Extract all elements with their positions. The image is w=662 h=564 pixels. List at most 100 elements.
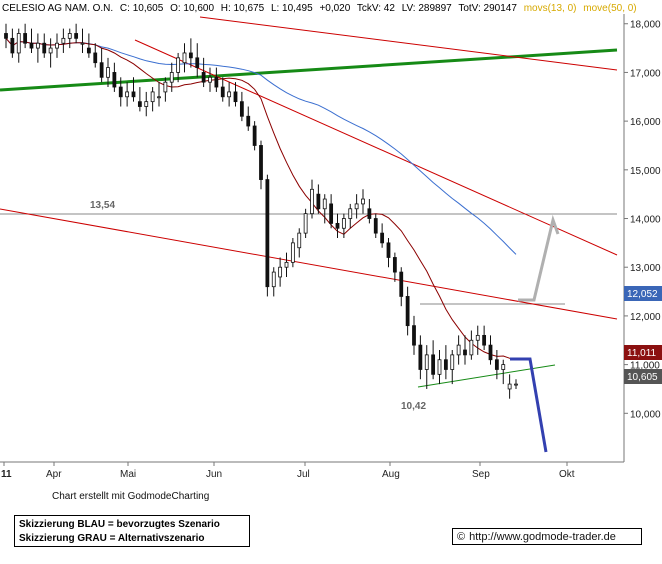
candle-body — [463, 349, 467, 356]
blue-preferred-scenario — [510, 357, 548, 453]
candle-body — [316, 193, 321, 210]
candle-body — [144, 101, 149, 107]
candle-body — [99, 62, 104, 78]
candle-body — [271, 271, 276, 288]
candle-body — [239, 101, 244, 117]
candle-body — [195, 57, 200, 68]
y-axis: 18,000 17,000 16,000 15,000 14,000 13,000 12,0… — [624, 20, 661, 420]
candle-body — [169, 72, 174, 83]
totv-value: TotV: 290147 — [458, 3, 517, 14]
candle-body — [367, 208, 372, 219]
candle-body — [112, 72, 117, 88]
x-tick-label: Jun — [206, 469, 222, 480]
candle-body — [335, 222, 340, 229]
y-tick-label: 15,000 — [630, 166, 661, 177]
candle-body — [443, 359, 448, 370]
candle-body — [55, 42, 59, 49]
candle-body — [201, 72, 206, 83]
candle-body — [259, 145, 263, 180]
candle-body — [348, 208, 353, 219]
candle-body — [450, 354, 455, 370]
level-high-label: 13,54 — [90, 200, 115, 211]
candle-body — [35, 42, 40, 49]
candle-body — [386, 242, 391, 258]
candle-body — [61, 37, 66, 44]
candle-body — [329, 203, 334, 224]
candle-body — [16, 33, 21, 54]
candlesticks — [4, 23, 518, 399]
candle-body — [482, 334, 487, 346]
legend-gray-text: Skizzierung GRAU = Alternativszenario — [19, 533, 205, 544]
candle-body — [4, 33, 8, 39]
candle-body — [424, 354, 429, 370]
candle-body — [297, 232, 302, 249]
candle-body — [501, 364, 506, 370]
candle-body — [137, 101, 142, 107]
candle-body — [303, 213, 308, 234]
x-tick-label: 11 — [1, 469, 12, 480]
candle-body — [233, 91, 238, 103]
candle-body — [246, 115, 251, 127]
candle-body — [80, 42, 85, 45]
candle-body — [392, 257, 397, 273]
red-downtrend-line-steep — [134, 39, 618, 256]
candle-body — [163, 81, 168, 93]
candle-body — [10, 37, 15, 54]
y-tick-label: 10,000 — [630, 409, 661, 420]
candle-body — [188, 52, 193, 59]
copyright-icon: © — [457, 530, 466, 543]
tckv-value: TckV: 42 — [357, 3, 395, 14]
candle-body — [507, 383, 512, 390]
ma-long-badge-value: 12,052 — [627, 289, 658, 300]
candle-body — [67, 33, 72, 39]
candle-body — [93, 52, 98, 64]
symbol-name: CELESIO AG NAM. O.N. — [2, 3, 113, 14]
candle-body — [265, 179, 270, 288]
ma-short-label: movs(13, 0) — [524, 3, 577, 14]
last-price-badge-value: 10,605 — [627, 372, 658, 383]
candle-body — [373, 218, 378, 234]
x-axis: 11 Apr Mai Jun Jul Aug Sep Okt — [1, 462, 575, 480]
scenario-legend: Skizzierung BLAU = bevorzugtes Szenario … — [14, 515, 250, 547]
candle-body — [214, 76, 219, 88]
level-low-label: 10,42 — [401, 401, 426, 412]
candle-body — [157, 96, 161, 99]
candle-body — [29, 42, 34, 49]
candle-body — [284, 261, 289, 268]
candle-body — [469, 339, 474, 356]
candle-body — [182, 52, 187, 64]
red-downtrend-line-lower — [0, 208, 618, 320]
ma-short-badge — [624, 345, 662, 360]
green-uptrend-line — [0, 48, 618, 92]
candle-body — [290, 242, 295, 263]
close-value: C: 10,605 — [120, 3, 164, 14]
y-tick-label: 11,000 — [630, 361, 660, 372]
candle-body — [125, 91, 130, 98]
candle-body — [74, 33, 79, 39]
candle-body — [494, 359, 499, 370]
candle-body — [86, 47, 91, 54]
website-link[interactable]: © http://www.godmode-trader.de — [452, 528, 642, 545]
candle-body — [48, 47, 53, 54]
x-tick-label: Sep — [472, 469, 490, 480]
candle-body — [418, 344, 423, 370]
candle-body — [456, 344, 461, 356]
legend-blue-text: Skizzierung BLAU = bevorzugtes Szenario — [19, 519, 220, 530]
x-tick-label: Aug — [382, 469, 400, 480]
candle-body — [475, 334, 480, 341]
candle-body — [42, 42, 47, 54]
chart-header: CELESIO AG NAM. O.N. C: 10,605 O: 10,600… — [2, 3, 637, 14]
red-downtrend-line-upper — [199, 16, 618, 71]
candle-body — [252, 125, 257, 146]
candle-body — [176, 57, 181, 73]
y-tick-label: 16,000 — [630, 117, 661, 128]
candle-body — [150, 91, 155, 103]
ma-long-badge — [624, 286, 662, 301]
candle-body — [399, 271, 404, 297]
candle-body — [106, 67, 110, 78]
candle-body — [322, 198, 327, 210]
candle-body — [405, 296, 410, 327]
candle-body — [341, 218, 346, 229]
gray-alternative-scenario — [518, 214, 560, 302]
